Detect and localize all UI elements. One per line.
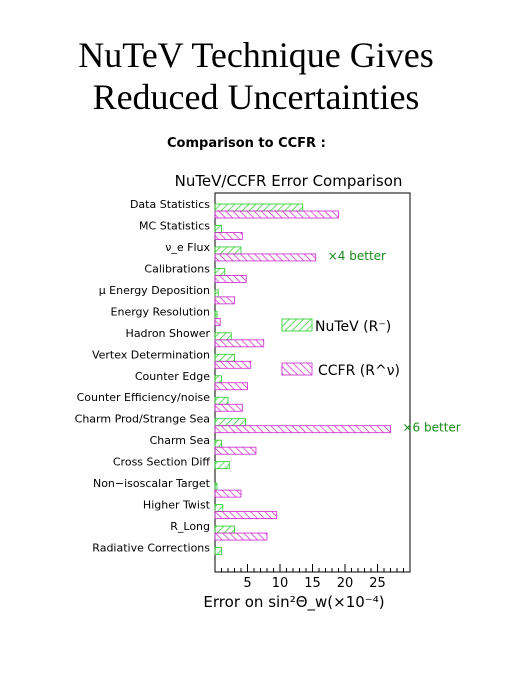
bar-nutev [214,525,235,534]
bar-ccfr [214,232,243,240]
category-label: Charm Sea [150,434,210,447]
slide-title-line2: Reduced Uncertainties [92,77,420,117]
category-label: Calibrations [144,262,210,275]
x-tick-label: 20 [337,576,354,591]
bar-ccfr [214,511,278,519]
chart-title: NuTeV/CCFR Error Comparison [175,172,403,190]
bar-nutev [214,310,218,319]
bar-ccfr [214,339,265,348]
category-label: Cross Section Diff [113,456,211,469]
bar-ccfr [214,382,248,391]
bar-nutev [214,225,222,233]
bar-nutev [214,246,242,255]
bar-ccfr [214,425,391,434]
bar-ccfr [214,360,252,369]
category-label: Data Statistics [130,198,210,211]
category-label: ν_e Flux [165,241,210,254]
legend-swatch-nutev [281,318,313,332]
category-label: Non−isoscalar Target [93,477,211,490]
bar-nutev [214,203,304,212]
category-label: Hadron Shower [126,327,211,340]
bar-ccfr [214,317,221,326]
bar-ccfr [214,210,339,219]
category-label: μ Energy Deposition [99,284,210,297]
bar-ccfr [214,446,257,455]
category-label: Radiative Corrections [92,542,210,555]
bar-nutev [214,504,224,512]
x-axis-label: Error on sin²Θ_w(×10⁻⁴) [203,593,384,612]
category-label: Vertex Determination [92,348,210,361]
bar-nutev [214,547,222,555]
bar-ccfr [214,489,242,498]
bar-nutev [214,289,219,298]
x-tick-label: 15 [304,576,321,591]
bar-nutev [214,418,246,427]
bar-nutev [214,482,218,491]
x-tick-label: 25 [369,576,386,591]
bar-ccfr [214,253,317,262]
x-tick-label: 5 [243,576,251,591]
annotation-better: ×4 better [328,249,386,263]
bar-ccfr [214,296,235,305]
category-label: MC Statistics [139,219,210,232]
category-label: Higher Twist [143,499,211,512]
legend-label-nutev: NuTeV (R⁻) [315,319,391,335]
bar-nutev [214,332,232,341]
slide-title: NuTeV Technique Gives Reduced Uncertaint… [0,34,512,118]
bar-nutev [214,353,235,362]
bar-ccfr [214,532,268,541]
bar-nutev [214,396,229,405]
annotation-better: ×6 better [403,421,461,435]
slide-subtitle: Comparison to CCFR : [167,136,326,151]
category-label: R_Long [170,520,210,533]
category-label: Charm Prod/Strange Sea [75,413,210,426]
category-label: Energy Resolution [111,305,211,318]
category-label: Counter Efficiency/noise [77,391,211,404]
bar-nutev [214,439,222,448]
legend-label-ccfr: CCFR (R^ν) [318,363,400,379]
legend-swatch-ccfr [281,362,313,376]
bar-nutev [214,461,230,470]
slide-title-line1: NuTeV Technique Gives [78,35,434,75]
x-tick-label: 10 [272,576,289,591]
bar-nutev [214,375,222,384]
bar-ccfr [214,403,243,412]
bar-ccfr [214,275,247,283]
category-label: Counter Edge [135,370,210,383]
bar-nutev [214,268,226,276]
